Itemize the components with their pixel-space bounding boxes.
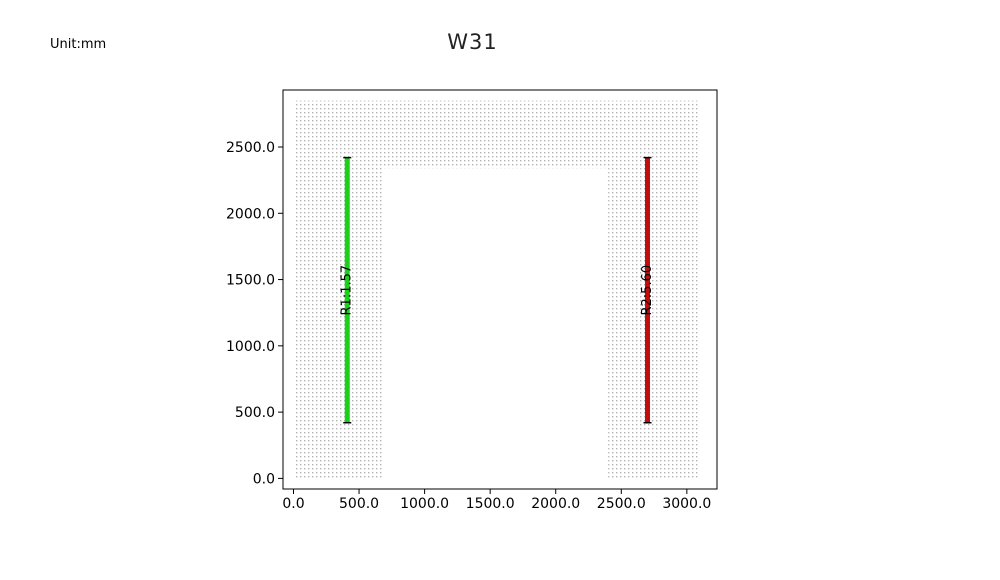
y-tick-label: 500.0 (235, 405, 275, 421)
x-tick-label: 3000.0 (662, 496, 711, 512)
x-tick-label: 500.0 (339, 496, 379, 512)
plot-frame (282, 89, 718, 490)
unit-label: Unit:mm (50, 37, 107, 52)
wall-opening (382, 168, 609, 479)
segment-label-1: R1:1.57 (340, 265, 355, 316)
axes: 0.0 500.0 1000.0 1500.0 2000.0 2500.0 3000.0 0.… (226, 89, 718, 512)
y-tick-label: 1500.0 (226, 273, 275, 289)
x-tick-label: 1000.0 (400, 496, 449, 512)
y-tick-label: 1000.0 (226, 339, 275, 355)
y-tick-label: 2000.0 (226, 206, 275, 222)
y-tick-label: 0.0 (253, 471, 275, 487)
chart-title: W31 (447, 30, 498, 54)
plot-area: R1:1.57 R2:5.60 (293, 100, 700, 479)
y-tick-label: 2500.0 (226, 140, 275, 156)
x-tick-label: 2500.0 (597, 496, 646, 512)
x-tick-label: 1500.0 (466, 496, 515, 512)
x-tick-label: 2000.0 (531, 496, 580, 512)
x-tick-label: 0.0 (282, 496, 304, 512)
segment-label-2: R2:5.60 (640, 265, 655, 316)
